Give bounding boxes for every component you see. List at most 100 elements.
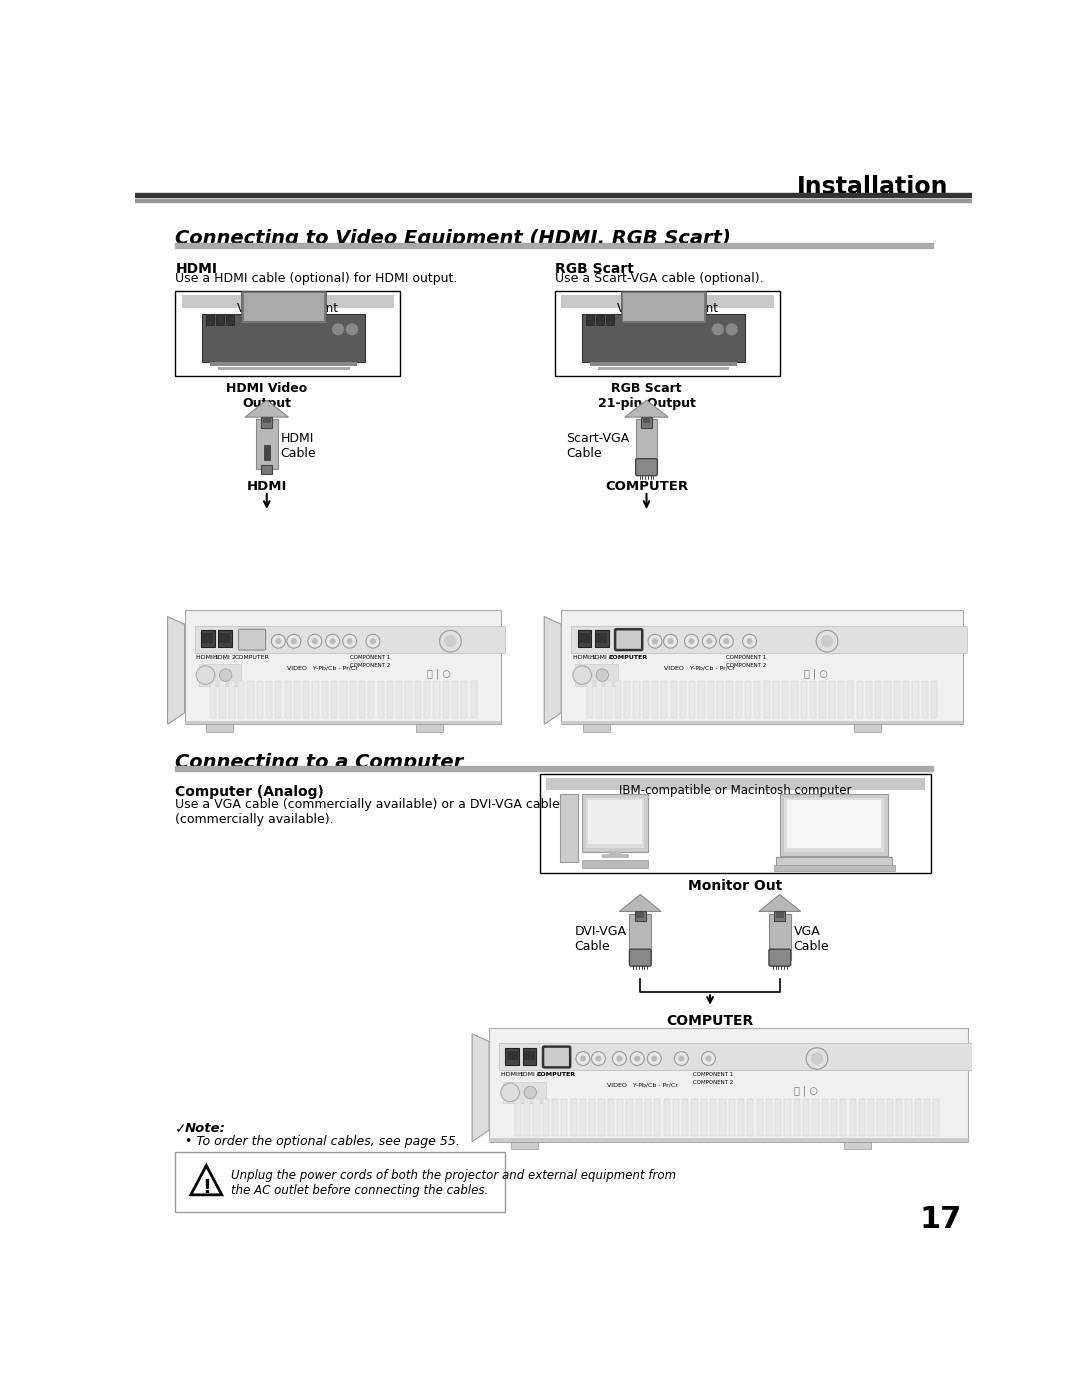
Bar xyxy=(784,1098,791,1136)
Bar xyxy=(856,682,863,718)
Circle shape xyxy=(572,666,592,685)
Bar xyxy=(583,725,610,732)
Text: HDMI Video
Output: HDMI Video Output xyxy=(226,381,308,409)
Text: COMPONENT 1: COMPONENT 1 xyxy=(693,1073,733,1077)
Circle shape xyxy=(576,1052,590,1066)
Text: Unplug the power cords of both the projector and external equipment from
the AC : Unplug the power cords of both the proje… xyxy=(231,1169,676,1197)
Text: COMPUTER: COMPUTER xyxy=(234,655,270,659)
Text: RGB Scart
21-pin Output: RGB Scart 21-pin Output xyxy=(597,381,696,409)
Bar xyxy=(562,295,773,307)
Bar xyxy=(241,291,326,323)
Bar xyxy=(555,291,780,376)
Bar xyxy=(219,633,230,643)
Bar xyxy=(719,1098,726,1136)
Bar xyxy=(218,630,232,647)
Bar xyxy=(561,795,578,862)
Text: ✓: ✓ xyxy=(175,1122,187,1136)
Bar xyxy=(606,682,611,718)
Bar xyxy=(609,851,621,855)
Text: Use a VGA cable (commercially available) or a DVI-VGA cable
(commercially availa: Use a VGA cable (commercially available)… xyxy=(175,798,561,826)
Circle shape xyxy=(727,324,738,335)
Bar xyxy=(840,1098,847,1136)
Bar xyxy=(368,682,375,718)
Bar xyxy=(175,1151,504,1211)
Text: Use a HDMI cable (optional) for HDMI output.: Use a HDMI cable (optional) for HDMI out… xyxy=(175,272,458,285)
Bar xyxy=(868,1098,875,1136)
Circle shape xyxy=(312,638,318,644)
Bar xyxy=(340,682,347,718)
Bar xyxy=(576,665,618,686)
Bar xyxy=(590,362,738,366)
Polygon shape xyxy=(619,894,661,911)
Circle shape xyxy=(596,669,608,682)
Circle shape xyxy=(219,669,232,682)
Bar xyxy=(416,725,443,732)
Bar xyxy=(202,314,365,362)
Bar xyxy=(654,1098,661,1136)
Bar xyxy=(216,316,225,324)
Bar xyxy=(727,682,732,718)
Bar xyxy=(782,682,788,718)
Circle shape xyxy=(631,1052,644,1066)
Bar xyxy=(571,626,967,652)
Bar xyxy=(396,682,403,718)
Bar xyxy=(433,682,440,718)
Bar xyxy=(635,911,646,922)
Bar xyxy=(586,316,594,324)
Circle shape xyxy=(347,638,353,644)
Bar xyxy=(515,1098,521,1136)
Bar xyxy=(913,682,918,718)
Circle shape xyxy=(634,1056,640,1062)
Bar xyxy=(738,1098,744,1136)
Circle shape xyxy=(444,636,457,647)
FancyBboxPatch shape xyxy=(543,1046,570,1067)
Bar xyxy=(643,418,650,423)
Bar xyxy=(822,1098,828,1136)
Bar xyxy=(915,1098,921,1136)
Text: HDMI 1: HDMI 1 xyxy=(197,655,219,659)
Circle shape xyxy=(652,638,658,644)
Bar xyxy=(359,682,365,718)
Bar xyxy=(238,682,244,718)
Circle shape xyxy=(648,634,662,648)
Bar xyxy=(578,630,592,647)
Bar xyxy=(606,316,613,324)
Bar xyxy=(451,682,458,718)
Bar xyxy=(424,682,430,718)
Bar xyxy=(175,766,933,771)
Text: VIDEO   Y-Pb/Cb - Pr/Cr: VIDEO Y-Pb/Cb - Pr/Cr xyxy=(607,1083,678,1087)
Bar xyxy=(757,1098,762,1136)
Bar xyxy=(175,291,400,376)
Circle shape xyxy=(326,634,339,648)
Bar xyxy=(489,1137,968,1141)
Bar xyxy=(689,682,696,718)
Text: • To order the optional cables, see page 55.: • To order the optional cables, see page… xyxy=(185,1134,459,1148)
Text: IBM-compatible or Macintosh computer: IBM-compatible or Macintosh computer xyxy=(619,784,851,798)
Bar xyxy=(831,1098,837,1136)
Bar xyxy=(579,633,590,643)
Bar xyxy=(691,1098,698,1136)
Bar xyxy=(745,682,751,718)
Circle shape xyxy=(816,630,838,652)
Bar xyxy=(194,626,504,652)
Text: Computer (Analog): Computer (Analog) xyxy=(175,785,324,799)
FancyBboxPatch shape xyxy=(616,629,643,650)
Bar xyxy=(586,798,644,848)
Bar xyxy=(885,682,891,718)
Bar xyxy=(175,243,933,249)
Bar xyxy=(820,682,825,718)
Bar xyxy=(387,682,393,718)
Bar xyxy=(636,912,644,918)
Text: 🔒 | ○: 🔒 | ○ xyxy=(804,668,827,679)
Bar xyxy=(875,682,881,718)
Text: COMPONENT 2: COMPONENT 2 xyxy=(727,662,767,668)
Bar xyxy=(540,774,931,873)
Bar xyxy=(905,1098,912,1136)
Bar xyxy=(626,1098,633,1136)
Bar xyxy=(570,1098,577,1136)
Bar xyxy=(854,725,881,732)
Bar xyxy=(850,1098,855,1136)
Bar xyxy=(405,682,411,718)
Polygon shape xyxy=(167,616,185,725)
Circle shape xyxy=(271,634,285,648)
